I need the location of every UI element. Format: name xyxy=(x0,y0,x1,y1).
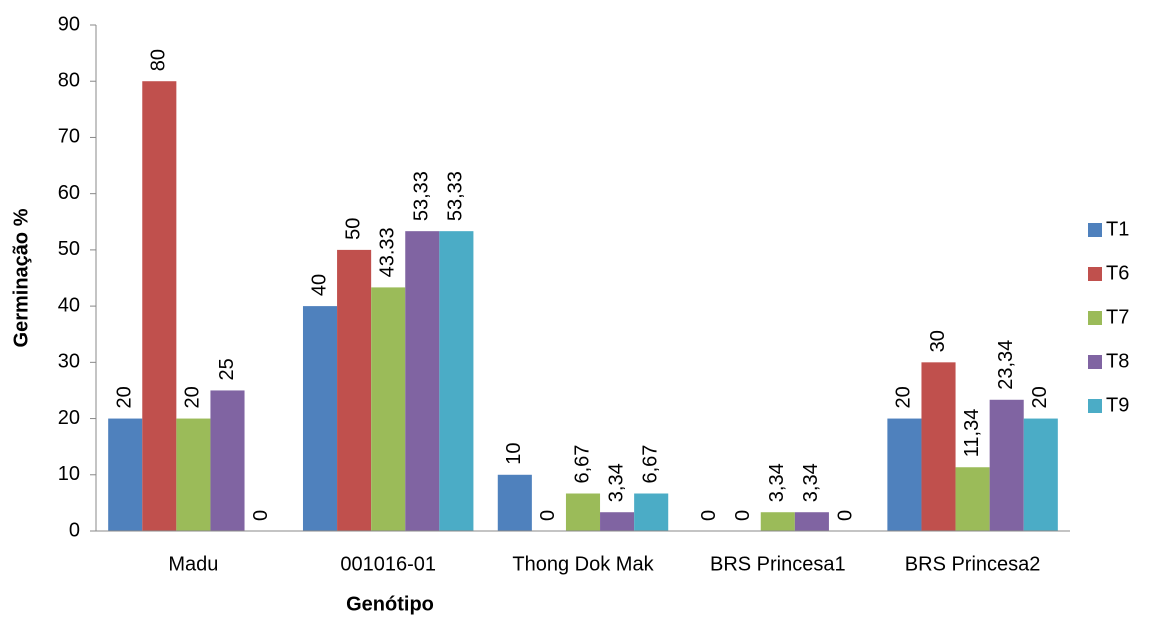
y-tick-label: 20 xyxy=(58,407,80,429)
data-label: 0 xyxy=(250,510,272,521)
data-label: 43.33 xyxy=(376,227,398,277)
y-tick-label: 40 xyxy=(58,294,80,316)
legend-swatch xyxy=(1088,267,1102,281)
legend-swatch xyxy=(1088,355,1102,369)
y-tick-label: 50 xyxy=(58,238,80,260)
bar xyxy=(405,231,440,532)
bar xyxy=(176,418,211,531)
y-tick-label: 60 xyxy=(58,182,80,204)
data-label: 6,67 xyxy=(571,445,593,484)
data-label: 20 xyxy=(114,386,136,408)
y-tick-label: 70 xyxy=(58,126,80,148)
data-label: 3,34 xyxy=(800,463,822,502)
y-tick-label: 30 xyxy=(58,351,80,373)
x-tick-label: Thong Dok Mak xyxy=(512,553,654,575)
data-label: 40 xyxy=(308,274,330,296)
data-label: 3,34 xyxy=(605,463,627,502)
data-label: 3,34 xyxy=(766,463,788,502)
data-label: 20 xyxy=(1029,386,1051,408)
data-label: 20 xyxy=(893,386,915,408)
legend-label: T7 xyxy=(1106,306,1129,328)
x-tick-label: BRS Princesa2 xyxy=(905,553,1041,575)
bar xyxy=(337,249,372,531)
data-label: 11,34 xyxy=(961,409,983,458)
legend-label: T8 xyxy=(1106,350,1129,372)
bar xyxy=(1023,418,1058,531)
data-label: 53,33 xyxy=(411,171,433,221)
data-label: 80 xyxy=(148,49,170,71)
data-label: 53,33 xyxy=(445,171,467,221)
data-label: 10 xyxy=(503,443,525,465)
y-tick-label: 90 xyxy=(58,13,80,35)
y-tick-label: 10 xyxy=(58,463,80,485)
data-label: 0 xyxy=(732,510,754,521)
bar xyxy=(302,306,338,531)
x-tick-label: Madu xyxy=(168,553,218,575)
legend-swatch xyxy=(1088,399,1102,413)
data-label: 25 xyxy=(216,358,238,380)
bar xyxy=(600,512,635,531)
bar xyxy=(108,418,143,531)
legend-swatch xyxy=(1088,223,1102,237)
legend-label: T6 xyxy=(1106,262,1129,284)
bar xyxy=(921,362,956,531)
legend-label: T1 xyxy=(1106,218,1129,240)
bar xyxy=(794,512,829,531)
data-label: 0 xyxy=(537,510,559,521)
bar xyxy=(989,399,1024,531)
data-label: 50 xyxy=(342,218,364,240)
legend-label: T9 xyxy=(1106,394,1129,416)
bar xyxy=(210,390,245,531)
data-label: 0 xyxy=(698,510,720,521)
bar xyxy=(142,81,177,531)
x-tick-label: 001016-01 xyxy=(340,553,436,575)
bar xyxy=(634,493,669,531)
bar xyxy=(497,474,532,531)
data-label: 23,34 xyxy=(995,340,1017,390)
data-label: 6,67 xyxy=(639,445,661,484)
bar xyxy=(760,512,795,531)
legend-swatch xyxy=(1088,311,1102,325)
y-axis-title: Germinação % xyxy=(10,208,32,347)
y-tick-label: 0 xyxy=(69,519,80,541)
x-tick-label: BRS Princesa1 xyxy=(710,553,846,575)
bar xyxy=(371,287,406,531)
x-axis-title: Genótipo xyxy=(346,593,434,615)
data-label: 20 xyxy=(182,386,204,408)
data-label: 30 xyxy=(927,330,949,352)
bar xyxy=(887,418,922,531)
y-tick-label: 80 xyxy=(58,70,80,92)
bar xyxy=(955,467,990,531)
bar xyxy=(439,231,474,532)
data-label: 0 xyxy=(834,510,856,521)
bar xyxy=(565,493,601,531)
